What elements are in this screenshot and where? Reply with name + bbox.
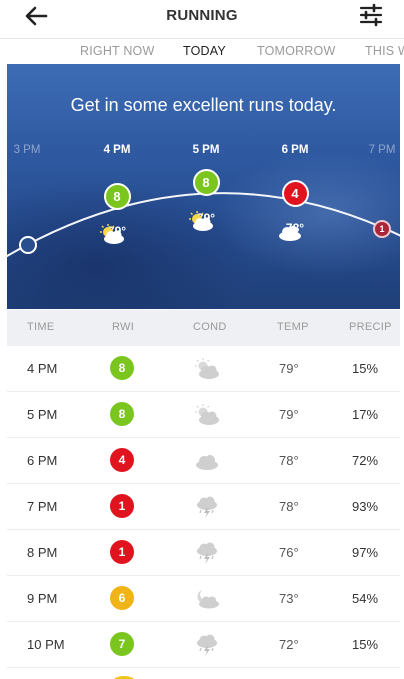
rwi-badge: 4 bbox=[110, 448, 134, 472]
row-temp: 79° bbox=[279, 407, 299, 422]
table-row[interactable]: 4 PM 8 79° 15% bbox=[7, 346, 400, 392]
table-row[interactable]: 8 PM 1 76° 97% bbox=[7, 530, 400, 576]
partly-cloudy-night-icon bbox=[197, 590, 219, 609]
row-temp: 79° bbox=[279, 361, 299, 376]
sliders-icon[interactable] bbox=[358, 2, 384, 28]
row-temp: 72° bbox=[279, 637, 299, 652]
rwi-badge: 8 bbox=[192, 169, 220, 196]
rwi-badge: 8 bbox=[103, 183, 131, 210]
hour-label: 5 PM bbox=[192, 144, 220, 156]
row-precip: 15% bbox=[352, 637, 379, 652]
hour-label: 6 PM bbox=[281, 144, 309, 156]
col-header-temp: TEMP bbox=[277, 321, 309, 333]
hour-label: 7 PM bbox=[368, 144, 396, 156]
table-row[interactable]: 6 PM 4 78° 72% bbox=[7, 438, 400, 484]
rwi-badge-partial bbox=[113, 676, 135, 679]
rwi-badge: 7 bbox=[110, 632, 134, 656]
tab-this-week[interactable]: THIS W bbox=[365, 44, 404, 58]
rwi-badge: 1 bbox=[110, 494, 134, 518]
partly-sunny-icon bbox=[189, 211, 213, 231]
row-time: 4 PM bbox=[27, 361, 58, 376]
rwi-badge: 1 bbox=[110, 540, 134, 564]
table-row[interactable]: 10 PM 7 72° 15% bbox=[7, 622, 400, 668]
row-time: 8 PM bbox=[27, 545, 58, 560]
row-precip: 93% bbox=[352, 499, 379, 514]
row-time: 6 PM bbox=[27, 453, 58, 468]
row-precip: 17% bbox=[352, 407, 379, 422]
tab-tomorrow[interactable]: TOMORROW bbox=[257, 44, 336, 58]
partly-sunny-icon bbox=[195, 358, 219, 379]
table-row[interactable]: 9 PM 6 73° 54% bbox=[7, 576, 400, 622]
col-header-time: TIME bbox=[27, 321, 55, 333]
hour-forecast: 78° bbox=[275, 221, 315, 241]
tab-right-now[interactable]: RIGHT NOW bbox=[80, 44, 155, 58]
row-temp: 73° bbox=[279, 591, 299, 606]
row-precip: 97% bbox=[352, 545, 379, 560]
curve-start-point bbox=[19, 236, 37, 254]
top-bar: RUNNING bbox=[0, 0, 404, 34]
partly-sunny-icon bbox=[195, 404, 219, 425]
row-time: 10 PM bbox=[27, 637, 65, 652]
partly-sunny-icon bbox=[100, 224, 124, 244]
table-row[interactable]: 7 PM 1 78° 93% bbox=[7, 484, 400, 530]
col-header-rwi: RWI bbox=[112, 321, 135, 333]
hour-label: 4 PM bbox=[103, 144, 131, 156]
rwi-badge: 8 bbox=[110, 356, 134, 380]
rwi-badge: 8 bbox=[110, 402, 134, 426]
tab-today[interactable]: TODAY bbox=[183, 44, 226, 58]
forecast-hero[interactable]: Get in some excellent runs today. 3 PM 4… bbox=[7, 64, 400, 309]
hour-forecast: 79° bbox=[186, 211, 226, 231]
row-temp: 76° bbox=[279, 545, 299, 560]
rwi-badge: 4 bbox=[281, 180, 309, 207]
arrow-left-icon[interactable] bbox=[22, 2, 50, 30]
col-header-cond: COND bbox=[193, 321, 227, 333]
table-row[interactable]: 5 PM 8 79° 17% bbox=[7, 392, 400, 438]
thunderstorm-icon bbox=[197, 542, 217, 564]
row-precip: 72% bbox=[352, 453, 379, 468]
row-time: 9 PM bbox=[27, 591, 58, 606]
cloud-icon bbox=[279, 226, 301, 241]
thunderstorm-icon bbox=[197, 634, 217, 656]
row-temp: 78° bbox=[279, 499, 299, 514]
tab-bar: RIGHT NOW TODAY TOMORROW THIS W bbox=[0, 38, 404, 64]
row-temp: 78° bbox=[279, 453, 299, 468]
thunderstorm-icon bbox=[197, 496, 217, 518]
table-header: TIME RWI COND TEMP PRECIP bbox=[7, 310, 400, 346]
rwi-badge: 1 bbox=[373, 220, 391, 238]
page-title: RUNNING bbox=[166, 7, 238, 24]
cloud-icon bbox=[196, 455, 218, 470]
hour-forecast: 79° bbox=[97, 224, 137, 244]
row-precip: 15% bbox=[352, 361, 379, 376]
row-time: 7 PM bbox=[27, 499, 58, 514]
hour-label: 3 PM bbox=[13, 144, 41, 156]
row-time: 5 PM bbox=[27, 407, 58, 422]
rwi-badge: 6 bbox=[110, 586, 134, 610]
col-header-precip: PRECIP bbox=[349, 321, 392, 333]
row-precip: 54% bbox=[352, 591, 379, 606]
hero-headline: Get in some excellent runs today. bbox=[70, 95, 337, 115]
